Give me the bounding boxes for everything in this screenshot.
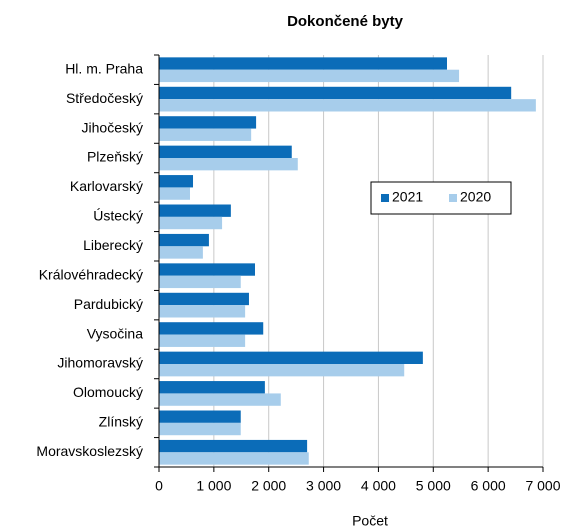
bar (159, 263, 255, 276)
y-tick-label: Středočeský (66, 90, 143, 106)
bar (159, 246, 203, 259)
y-tick-label: Královéhradecký (39, 266, 143, 282)
bar (159, 99, 536, 112)
x-tick-label: 5 000 (416, 478, 451, 494)
chart-title: Dokončené byty (287, 13, 404, 30)
bar (159, 334, 246, 347)
bar (159, 410, 241, 423)
y-tick-label: Ústecký (93, 208, 143, 224)
bar (159, 381, 265, 394)
bar (159, 364, 405, 377)
x-tick-label: 0 (155, 478, 163, 494)
bar (159, 158, 298, 171)
bar (159, 233, 209, 247)
x-tick-label: 4 000 (361, 478, 396, 494)
x-tick-label: 6 000 (471, 478, 506, 494)
y-tick-label: Liberecký (83, 237, 143, 253)
bar (159, 452, 309, 465)
y-tick-label: Jihočeský (82, 119, 143, 135)
legend-box (370, 181, 512, 215)
y-tick-label: Jihomoravský (57, 355, 143, 371)
bar (159, 322, 264, 335)
legend-swatch (381, 194, 389, 202)
y-tick-label: Zlínský (99, 414, 143, 430)
x-tick-label: 1 000 (196, 478, 231, 494)
bar (159, 187, 190, 200)
legend-label: 2020 (460, 189, 491, 205)
y-tick-label: Hl. m. Praha (65, 60, 143, 76)
bar (159, 145, 292, 158)
bar (159, 292, 249, 306)
x-tick-label: 7 000 (525, 478, 560, 494)
legend-swatch (449, 194, 457, 202)
bar (159, 305, 246, 318)
bar (159, 116, 257, 129)
bar (159, 204, 231, 217)
bar (159, 175, 194, 188)
y-tick-label: Plzeňský (87, 149, 143, 165)
y-tick-label: Moravskoslezský (36, 443, 143, 459)
x-tick-label: 3 000 (306, 478, 341, 494)
bar (159, 216, 223, 230)
bar (159, 86, 512, 100)
legend-label: 2021 (392, 189, 423, 205)
bar (159, 422, 241, 436)
bar (159, 351, 423, 364)
bar (159, 393, 281, 406)
y-tick-label: Olomoucký (73, 384, 143, 400)
y-tick-label: Vysočina (87, 325, 144, 341)
y-tick-label: Pardubický (74, 296, 143, 312)
bar (159, 275, 241, 289)
x-tick-label: 2 000 (251, 478, 286, 494)
x-axis-label: Počet (352, 513, 388, 529)
bar (159, 69, 460, 83)
y-tick-label: Karlovarský (70, 178, 143, 194)
bar (159, 439, 308, 453)
bar (159, 57, 447, 70)
bar (159, 128, 252, 141)
